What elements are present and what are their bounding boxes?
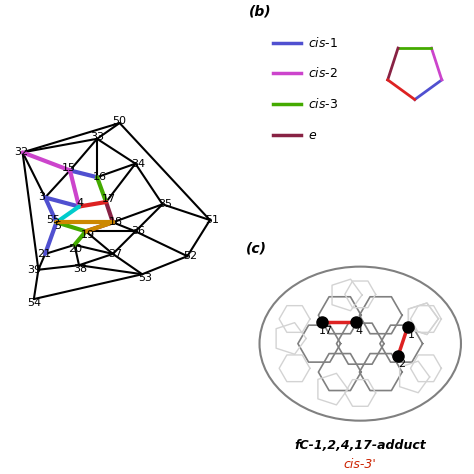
Text: 18: 18	[109, 217, 123, 228]
Text: fC-1,2,4,17-adduct: fC-1,2,4,17-adduct	[294, 439, 426, 452]
Text: 52: 52	[183, 251, 197, 261]
Text: 21: 21	[37, 249, 51, 259]
Text: 15: 15	[62, 163, 76, 173]
Text: 16: 16	[93, 172, 107, 182]
Text: 19: 19	[81, 230, 95, 240]
Text: cis-3': cis-3'	[344, 458, 377, 471]
Text: 3: 3	[38, 192, 45, 202]
Text: 17: 17	[102, 194, 116, 204]
Text: 50: 50	[113, 116, 127, 126]
Text: 1: 1	[408, 330, 415, 340]
Text: 20: 20	[69, 244, 82, 254]
Text: 53: 53	[138, 273, 152, 283]
Text: 39: 39	[27, 264, 41, 275]
Text: $\it{cis}$-2: $\it{cis}$-2	[308, 66, 338, 81]
Text: 5: 5	[54, 221, 61, 231]
Text: 17: 17	[319, 326, 333, 336]
Text: 54: 54	[27, 298, 41, 308]
Text: $\it{cis}$-1: $\it{cis}$-1	[308, 36, 338, 50]
Text: 35: 35	[158, 199, 172, 210]
Text: 51: 51	[206, 215, 219, 225]
Text: 4: 4	[77, 198, 84, 208]
Text: 32: 32	[14, 147, 28, 157]
Text: $\it{cis}$-3: $\it{cis}$-3	[308, 97, 338, 111]
Text: 38: 38	[73, 264, 87, 274]
Text: 36: 36	[131, 227, 145, 237]
Text: $\it{e}$: $\it{e}$	[308, 128, 317, 142]
Text: 34: 34	[131, 159, 145, 169]
Text: (c): (c)	[246, 242, 266, 256]
Text: 55: 55	[46, 215, 60, 225]
Text: 37: 37	[109, 249, 123, 259]
Text: 2: 2	[398, 359, 405, 369]
Text: 33: 33	[90, 132, 104, 142]
Text: 4: 4	[356, 326, 363, 336]
Text: (b): (b)	[249, 5, 272, 19]
